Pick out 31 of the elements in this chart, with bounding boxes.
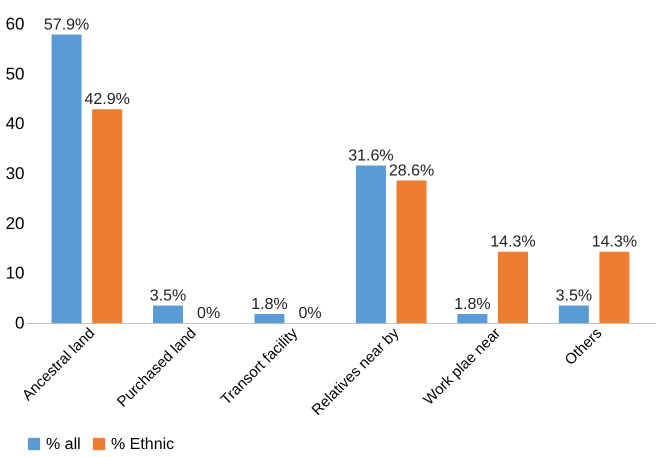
data-label: 14.3%: [592, 234, 638, 251]
legend-label: % Ethnic: [111, 436, 174, 453]
y-tick-label: 20: [6, 214, 24, 233]
bar: [52, 34, 82, 323]
data-label: 14.3%: [490, 234, 536, 251]
bar: [498, 252, 528, 323]
data-label: 28.6%: [388, 162, 434, 180]
bar: [396, 180, 427, 323]
y-tick-label: 40: [6, 114, 24, 134]
bar: [558, 306, 589, 323]
bar: [254, 314, 284, 323]
data-label: 31.6%: [348, 148, 394, 165]
y-tick-label: 0: [15, 314, 24, 332]
bar: [457, 314, 488, 323]
data-label: 1.8%: [454, 296, 491, 314]
bar: [153, 306, 184, 323]
data-label: 57.9%: [44, 16, 90, 34]
data-label: 1.8%: [251, 296, 288, 314]
data-label: 3.5%: [150, 288, 186, 305]
legend-label: % all: [46, 436, 81, 453]
data-label: 0%: [298, 305, 322, 322]
data-label: 3.5%: [556, 288, 592, 305]
y-tick-label: 10: [6, 264, 24, 283]
data-label: 42.9%: [84, 91, 130, 108]
bar: [356, 166, 386, 323]
y-tick-label: 50: [6, 64, 24, 84]
y-tick-label: 30: [6, 164, 24, 183]
data-label: 0%: [197, 305, 220, 322]
bar: [92, 109, 122, 323]
y-tick-label: 60: [6, 14, 24, 34]
bar: [599, 252, 630, 323]
